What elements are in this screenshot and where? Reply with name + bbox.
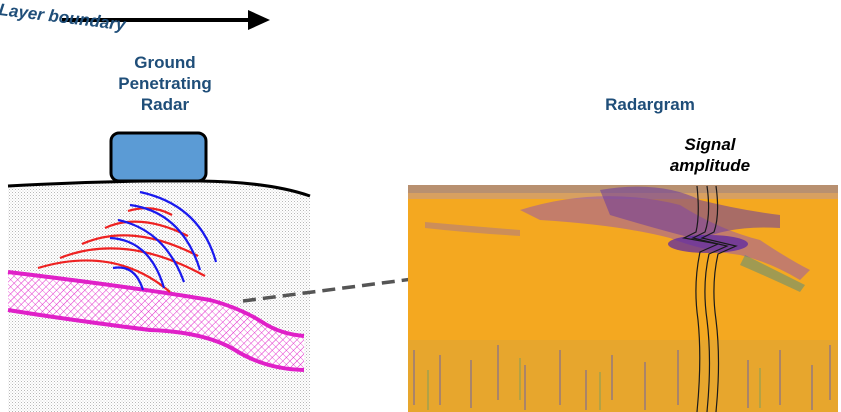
direction-arrow-icon — [62, 10, 270, 30]
gpr-title-line: Radar — [140, 95, 190, 114]
radar-waves — [37, 190, 218, 293]
gpr-title-line: Penetrating — [118, 74, 212, 93]
gpr-title-line: Ground — [134, 53, 196, 72]
gpr-device-icon — [109, 131, 208, 183]
radargram-image — [408, 185, 838, 412]
signal-amplitude-traces — [682, 185, 738, 412]
signal-label-line: Signal — [684, 135, 736, 154]
gpr-title: Ground Penetrating Radar — [95, 52, 235, 115]
signal-label-line: amplitude — [669, 156, 751, 175]
signal-amplitude-label: Signal amplitude — [640, 134, 780, 176]
radargram-title: Radargram — [605, 95, 695, 114]
layer-boundary — [7, 270, 305, 372]
